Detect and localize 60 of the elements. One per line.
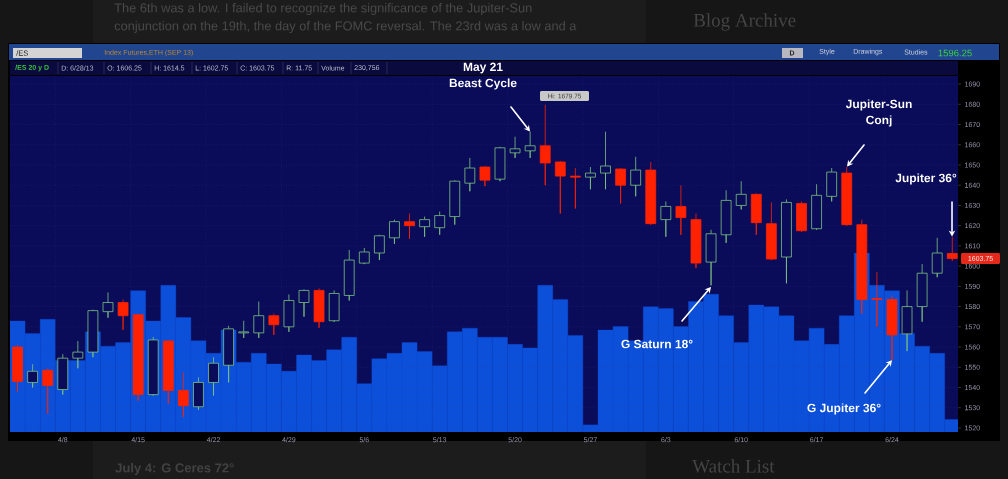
- candlestick: [735, 180, 747, 210]
- candlestick: [434, 211, 446, 236]
- candlestick: [509, 136, 521, 159]
- candlestick: [328, 290, 340, 323]
- candlestick: [343, 249, 355, 301]
- candlestick: [283, 294, 295, 333]
- candlestick: [585, 166, 596, 190]
- candlestick: [193, 376, 204, 411]
- candlestick: [494, 146, 506, 182]
- candlestick: [449, 179, 461, 226]
- annotation: G Saturn 18°: [621, 339, 693, 349]
- candlestick: [102, 292, 114, 319]
- candlestick: [313, 287, 325, 329]
- candlestick: [223, 325, 234, 383]
- candlestick: [750, 192, 762, 236]
- candlestick: [660, 201, 672, 238]
- candlestick: [841, 166, 853, 227]
- text: 1596.25: [938, 49, 972, 57]
- candlestick: [781, 198, 792, 284]
- annotation: Beast Cycle: [449, 78, 517, 90]
- candlestick: [615, 167, 626, 204]
- candlestick: [569, 167, 581, 209]
- candlestick: [600, 131, 611, 190]
- candlestick: [238, 320, 250, 339]
- candlestick: [178, 371, 189, 418]
- candlestick: [389, 219, 400, 245]
- candlestick: [811, 183, 822, 231]
- candlestick: [705, 229, 717, 286]
- annotation: Conj: [866, 115, 892, 127]
- candlestick: [690, 213, 702, 269]
- candlestick: [524, 131, 536, 159]
- candlestick: [419, 216, 430, 238]
- text: May 21: [463, 62, 503, 74]
- candlestick: [253, 301, 265, 339]
- candlestick: [539, 104, 551, 186]
- candlestick: [645, 161, 657, 226]
- candlestick: [358, 247, 370, 265]
- candlestick: [946, 236, 958, 261]
- candlestick: [765, 202, 777, 261]
- candlestick: [298, 288, 310, 318]
- annotation: Jupiter 36°: [895, 173, 957, 185]
- candlestick: [916, 263, 928, 323]
- candlestick: [464, 157, 476, 192]
- candlestick: [12, 344, 23, 392]
- candlestick: [931, 237, 943, 278]
- candlestick: [117, 299, 129, 331]
- candlestick: [796, 201, 807, 233]
- candlestick: [630, 156, 642, 197]
- annotation: Jupiter-Sun: [845, 99, 912, 111]
- candlestick: [554, 160, 566, 214]
- candlestick: [268, 313, 280, 336]
- candlestick: [720, 189, 732, 244]
- candlestick: [374, 234, 385, 261]
- candlestick: [27, 363, 38, 388]
- candlestick: [479, 165, 491, 187]
- candlestick: [675, 184, 687, 236]
- candlestick: [208, 356, 219, 396]
- candlestick: [404, 213, 415, 240]
- candlestick: [826, 167, 838, 202]
- annotation: G Jupiter 36°: [807, 403, 881, 415]
